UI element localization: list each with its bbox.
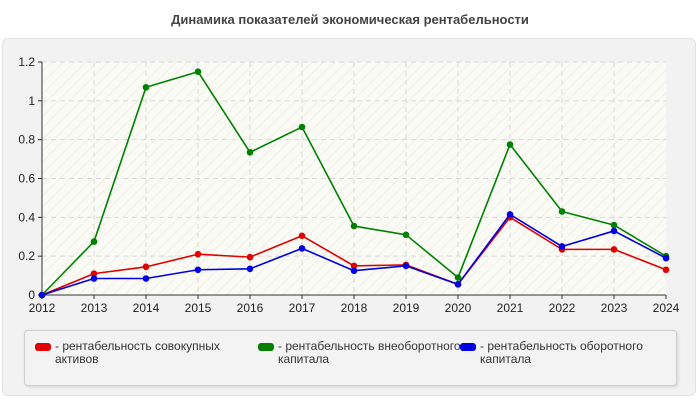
x-tick-label: 2021 bbox=[497, 301, 524, 315]
data-point bbox=[246, 148, 254, 156]
x-tick-label: 2013 bbox=[81, 301, 108, 315]
x-tick-label: 2016 bbox=[237, 301, 264, 315]
data-point bbox=[142, 263, 150, 271]
x-tick-label: 2014 bbox=[133, 301, 160, 315]
data-point bbox=[298, 232, 306, 240]
data-point bbox=[246, 265, 254, 273]
data-point bbox=[610, 221, 618, 229]
legend-item[interactable]: - рентабельность совокупных активов bbox=[35, 340, 240, 366]
data-point bbox=[90, 275, 98, 282]
data-point bbox=[506, 141, 514, 148]
data-point bbox=[350, 262, 358, 270]
tick-labels: 0 0.2 0.4 0.6 0.8 1 1.2 2012 2013 2014 2015 2016 201… bbox=[18, 55, 679, 315]
data-point bbox=[90, 238, 98, 245]
legend-swatch-blue bbox=[460, 343, 476, 351]
chart-title: Динамика показателей экономическая рента… bbox=[171, 12, 529, 27]
data-point bbox=[90, 270, 98, 277]
data-point bbox=[298, 245, 306, 252]
x-tick-label: 2017 bbox=[289, 301, 316, 315]
data-point bbox=[194, 266, 202, 274]
legend-swatch-red bbox=[35, 343, 51, 351]
y-tick-label: 0.8 bbox=[18, 133, 35, 147]
data-point bbox=[142, 275, 150, 282]
data-point bbox=[142, 83, 150, 91]
data-point bbox=[402, 262, 410, 270]
data-point bbox=[298, 123, 306, 131]
x-tick-label: 2012 bbox=[29, 301, 56, 315]
legend-label: - рентабельность оборотного капитала bbox=[480, 339, 643, 366]
data-point bbox=[454, 281, 462, 288]
legend: - рентабельность совокупных активов - ре… bbox=[24, 330, 677, 386]
data-point bbox=[454, 274, 462, 281]
series-2 bbox=[38, 211, 670, 299]
data-point bbox=[610, 227, 618, 235]
y-tick-label: 1 bbox=[28, 94, 35, 108]
data-point bbox=[610, 246, 618, 253]
data-point bbox=[194, 250, 202, 258]
x-tick-label: 2015 bbox=[185, 301, 212, 315]
data-point bbox=[558, 243, 566, 250]
x-tick-label: 2023 bbox=[601, 301, 628, 315]
x-tick-label: 2022 bbox=[549, 301, 576, 315]
data-point bbox=[38, 291, 46, 299]
y-tick-label: 1.2 bbox=[18, 55, 35, 69]
y-tick-label: 0.2 bbox=[18, 249, 35, 263]
data-point bbox=[246, 253, 254, 261]
x-tick-label: 2024 bbox=[653, 301, 680, 315]
x-tick-label: 2020 bbox=[445, 301, 472, 315]
data-point bbox=[662, 266, 670, 274]
data-point bbox=[506, 211, 514, 218]
y-tick-label: 0.4 bbox=[18, 210, 35, 224]
series-layer bbox=[38, 68, 670, 299]
y-tick-label: 0.6 bbox=[18, 172, 35, 186]
legend-label: - рентабельность внеоборотного капитала bbox=[278, 339, 461, 366]
axes bbox=[38, 61, 667, 299]
legend-label: - рентабельность совокупных активов bbox=[55, 339, 220, 366]
data-point bbox=[194, 68, 202, 76]
gridlines bbox=[42, 61, 666, 295]
data-point bbox=[402, 231, 410, 239]
legend-swatch-green bbox=[258, 343, 274, 351]
legend-item[interactable]: - рентабельность внеоборотного капитала bbox=[258, 340, 463, 366]
data-point bbox=[662, 254, 670, 262]
x-tick-label: 2018 bbox=[341, 301, 368, 315]
legend-item[interactable]: - рентабельность оборотного капитала bbox=[460, 340, 665, 366]
data-point bbox=[350, 222, 358, 230]
data-point bbox=[558, 208, 566, 215]
y-tick-label: 0 bbox=[28, 288, 35, 302]
x-tick-label: 2019 bbox=[393, 301, 420, 315]
data-point bbox=[350, 267, 358, 275]
